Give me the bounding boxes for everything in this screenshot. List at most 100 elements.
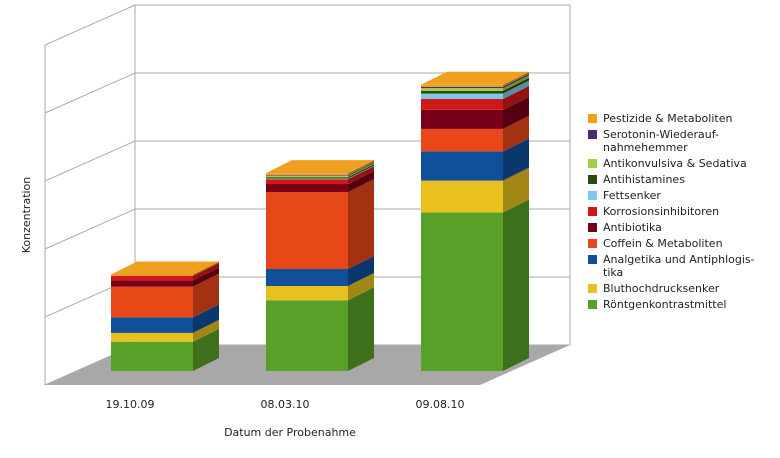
bar-side <box>193 262 219 281</box>
bar-side <box>193 261 219 276</box>
legend-swatch <box>588 159 597 168</box>
legend-swatch <box>588 300 597 309</box>
legend-item: Antikonvulsiva & Sedativa <box>588 157 755 170</box>
bar-side <box>348 165 374 180</box>
x-tick-label: 09.08.10 <box>416 398 465 411</box>
bar <box>266 184 348 193</box>
legend-label: Analgetika und Antiphlogis- tika <box>603 253 755 279</box>
legend-item: Antihistamines <box>588 173 755 186</box>
bar-side <box>503 71 529 87</box>
bar-side <box>503 199 529 371</box>
bar <box>421 93 503 99</box>
legend-item: Fettsenker <box>588 189 755 202</box>
legend-swatch <box>588 114 597 123</box>
bar-side <box>348 162 374 178</box>
bar <box>421 180 503 213</box>
x-tick-label: 19.10.09 <box>106 398 155 411</box>
legend-label: Fettsenker <box>603 189 661 202</box>
bar <box>266 178 348 180</box>
bar <box>266 175 348 178</box>
bar <box>266 173 348 176</box>
legend-swatch <box>588 191 597 200</box>
grid-line <box>44 4 570 46</box>
legend-label: Coffein & Metaboliten <box>603 237 723 250</box>
bar <box>111 280 193 287</box>
bar-side <box>503 138 529 181</box>
bar-side <box>193 319 219 342</box>
bar-side <box>348 160 374 176</box>
bar <box>421 151 503 181</box>
x-tick-label: 08.03.10 <box>261 398 310 411</box>
legend-item: Korrosionsinhibitoren <box>588 205 755 218</box>
bar-side <box>193 273 219 318</box>
bar-side <box>348 287 374 371</box>
bar <box>421 212 503 371</box>
bar-side <box>348 273 374 301</box>
bar-side <box>348 171 374 193</box>
bar <box>266 300 348 371</box>
bar-side <box>503 96 529 129</box>
legend-item: Röntgenkontrastmittel <box>588 298 755 311</box>
bar <box>421 128 503 152</box>
bar-side <box>503 86 529 110</box>
bar-side <box>348 179 374 269</box>
bar-side <box>503 75 529 91</box>
legend-swatch <box>588 130 597 139</box>
legend-swatch <box>588 207 597 216</box>
legend-label: Antibiotika <box>603 221 662 234</box>
legend-swatch <box>588 239 597 248</box>
bar-side <box>348 256 374 286</box>
bar-side <box>348 166 374 184</box>
bar <box>266 175 348 176</box>
bar-side <box>193 267 219 287</box>
bar-side <box>503 115 529 152</box>
legend: Pestizide & Metaboliten Serotonin-Wiedera… <box>588 112 755 314</box>
bar-side <box>503 167 529 213</box>
legend-swatch <box>588 175 597 184</box>
legend-item: Coffein & Metaboliten <box>588 237 755 250</box>
bar <box>266 286 348 301</box>
bar-top <box>421 71 529 85</box>
bar-side <box>348 162 374 176</box>
legend-label: Korrosionsinhibitoren <box>603 205 720 218</box>
bar <box>111 341 193 371</box>
bar <box>111 275 193 281</box>
legend-swatch <box>588 255 597 264</box>
bar <box>266 192 348 269</box>
bar <box>111 317 193 333</box>
bar <box>111 274 193 276</box>
bar-top <box>266 160 374 174</box>
bar <box>421 109 503 129</box>
legend-label: Serotonin-Wiederauf- nahmehemmer <box>603 128 720 154</box>
legend-item: Analgetika und Antiphlogis- tika <box>588 253 755 279</box>
legend-item: Antibiotika <box>588 221 755 234</box>
legend-label: Antikonvulsiva & Sedativa <box>603 157 747 170</box>
legend-swatch <box>588 284 597 293</box>
legend-item: Bluthochdrucksenker <box>588 282 755 295</box>
grid-line <box>44 72 570 114</box>
bar-side <box>503 73 529 89</box>
bar-side <box>348 164 374 179</box>
bar <box>266 269 348 286</box>
y-axis-title: Konzentration <box>20 177 33 254</box>
bar-side <box>193 304 219 333</box>
legend-swatch <box>588 223 597 232</box>
legend-item: Serotonin-Wiederauf- nahmehemmer <box>588 128 755 154</box>
legend-label: Pestizide & Metaboliten <box>603 112 733 125</box>
bar <box>421 84 503 87</box>
legend-item: Pestizide & Metaboliten <box>588 112 755 125</box>
bar <box>421 99 503 110</box>
bar-top <box>111 261 219 275</box>
x-axis-title: Datum der Probenahme <box>224 426 356 439</box>
bar <box>111 332 193 342</box>
bar-side <box>503 80 529 99</box>
bar-side <box>503 77 529 94</box>
bar <box>421 90 503 94</box>
bar <box>421 88 503 91</box>
bar <box>266 177 348 179</box>
legend-label: Bluthochdrucksenker <box>603 282 720 295</box>
bar <box>111 286 193 318</box>
legend-label: Röntgenkontrastmittel <box>603 298 727 311</box>
